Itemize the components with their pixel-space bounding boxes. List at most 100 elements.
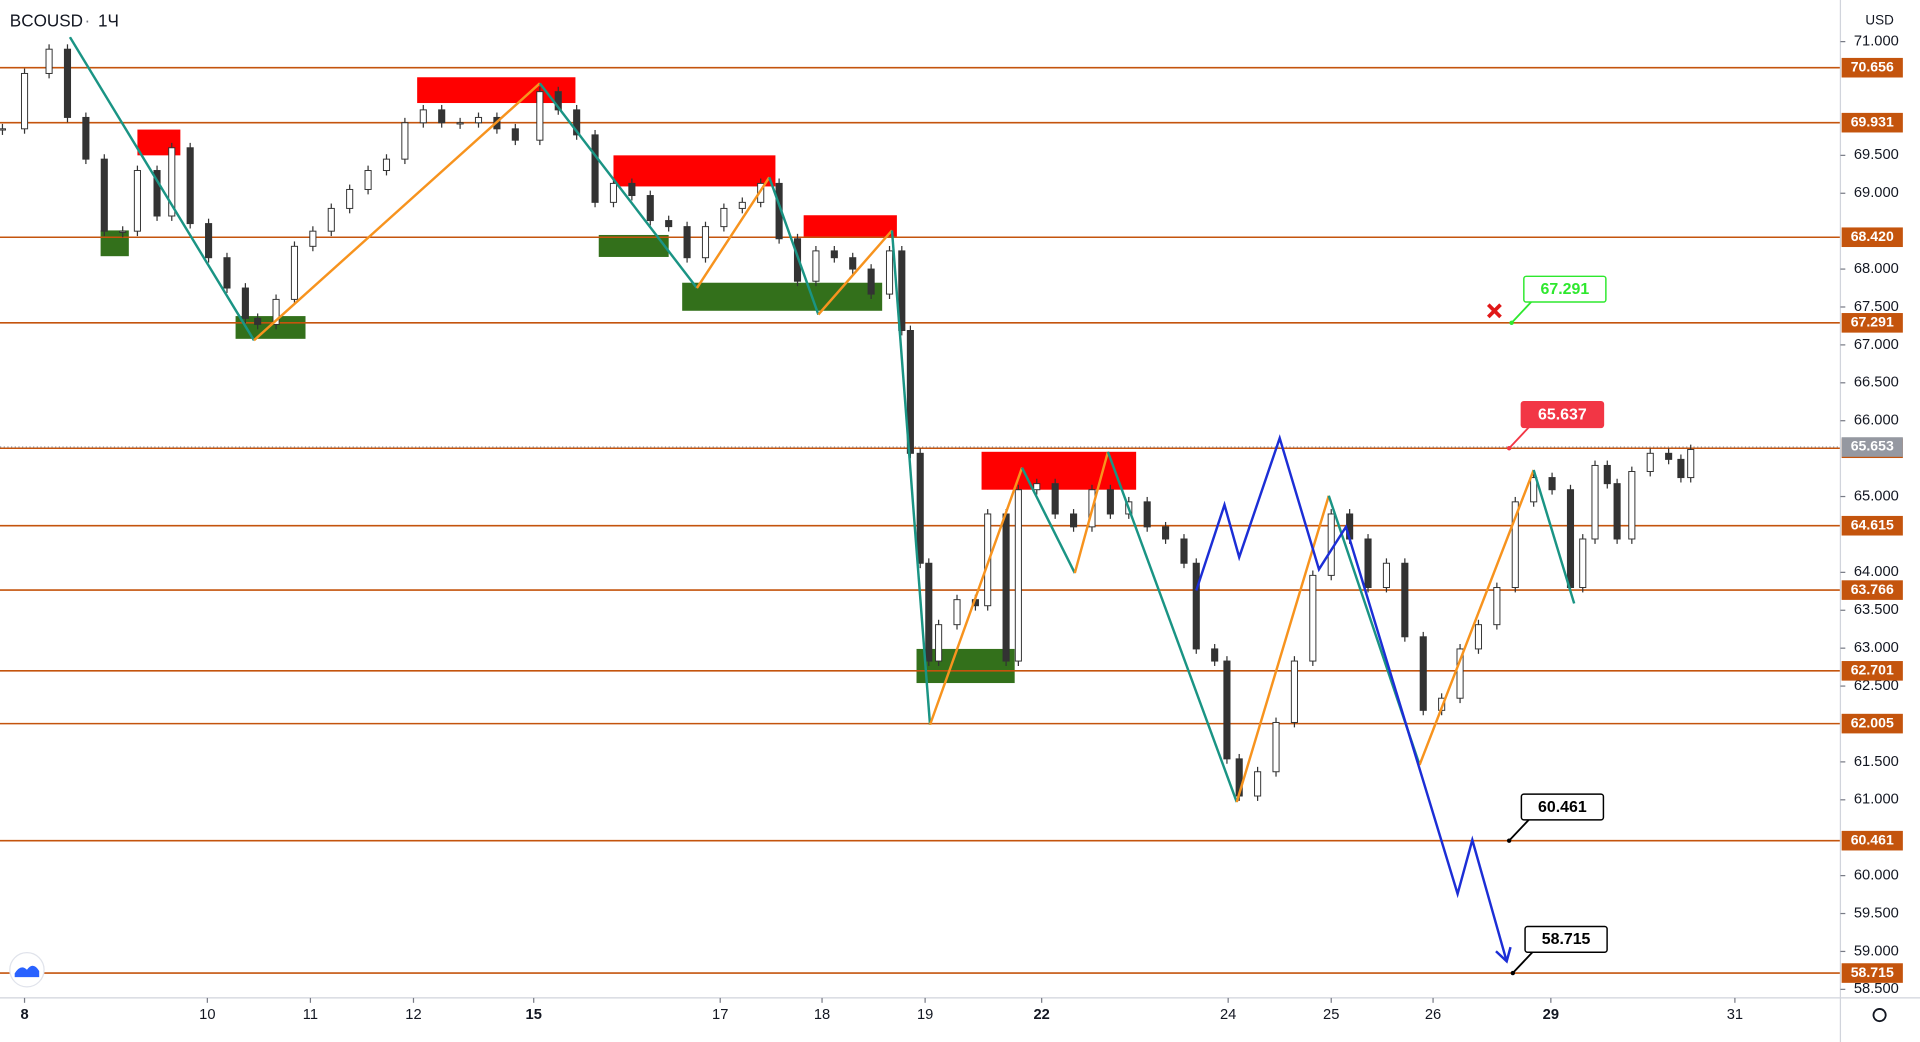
zone [803,215,897,237]
settings-icon[interactable] [1872,1008,1887,1023]
candle [573,109,581,136]
candle [738,201,746,209]
callout-box [1523,275,1607,303]
candle [346,188,354,209]
candle [953,599,961,626]
zigzag-leg [817,229,893,316]
candle [63,48,72,118]
zigzag-leg [1106,451,1238,803]
candle [1162,526,1170,540]
candle [554,91,562,111]
candle [1548,477,1556,491]
candle [812,250,820,282]
gear[interactable] [1872,1008,1887,1023]
candle [1002,513,1010,662]
candle [1014,489,1022,662]
level-label-bg [1841,313,1903,333]
candle [1364,538,1372,589]
x-tick-label: 26 [1425,1007,1441,1023]
candle [1401,562,1409,638]
callout-anchor [1506,446,1512,451]
zigzag-leg [68,36,256,341]
candle [1192,562,1200,650]
zigzag-leg [1532,469,1576,604]
callout-pointer [1510,301,1532,324]
symbol: BCOUSD [10,11,83,31]
level-label-bg [1841,580,1903,600]
level-label: 62.701 [1851,662,1894,678]
candle [223,257,231,289]
callout-label: 58.715 [1542,931,1591,948]
callout-label: 65.637 [1538,406,1587,423]
logo[interactable] [9,952,45,988]
candle [925,562,933,662]
candle [1272,721,1280,773]
zigzag-leg [1073,451,1110,574]
candle [119,230,127,233]
callout-label: 60.461 [1538,799,1587,816]
x-tick-label: 12 [405,1007,421,1023]
level-label: 68.420 [1851,228,1894,244]
y-tick-label: 69.500 [1854,147,1899,163]
y-tick-label: 66.500 [1854,375,1899,391]
callout-box [1520,400,1605,429]
candle [665,220,673,228]
candle [133,170,141,232]
candle [1646,452,1654,473]
y-tick-label: 59.500 [1854,905,1899,921]
y-tick-label: 67.000 [1854,337,1899,353]
y-tick-label: 60.000 [1854,868,1899,884]
callout-box [1524,925,1608,953]
candle [1665,452,1673,460]
projection-path [1195,434,1508,962]
candle [401,122,409,160]
zone [598,234,669,257]
x-tick-label: 11 [303,1007,318,1023]
candle [1677,458,1685,479]
candle [1456,648,1464,699]
candle [793,238,802,282]
candle [1628,471,1636,540]
zone [916,648,1015,684]
candle [1603,464,1611,485]
candle [205,223,213,259]
candle [867,268,875,295]
candle [1687,449,1695,479]
candle [309,230,317,247]
candle [885,250,894,295]
y-tick-label: 61.500 [1854,754,1899,770]
candle [327,207,335,232]
level-label-bg [1841,227,1903,248]
zone [613,155,776,187]
level-label-bg [1841,661,1903,681]
candle [720,207,728,228]
candle [0,128,7,131]
level-label-bg [1841,830,1903,851]
zone [100,230,129,257]
logo-shape[interactable] [14,965,40,978]
x-tick-label: 24 [1220,1007,1236,1023]
zone [981,451,1137,490]
candle [100,158,108,232]
candle [1613,483,1621,540]
candle [419,109,427,124]
candle [591,134,599,203]
candle [1180,538,1188,564]
zigzag-leg [1020,467,1076,574]
level-label: 69.931 [1851,113,1894,129]
current-price-bg [1841,437,1903,457]
y-tick-label: 59.000 [1854,943,1899,959]
level-label-bg [1841,57,1903,78]
currency[interactable]: USD [1865,12,1894,27]
projection-arrow [1495,946,1512,964]
candle [646,195,654,222]
y-tick-label: 63.500 [1854,602,1899,618]
y-tick-label: 61.000 [1854,792,1899,808]
candle [272,298,280,325]
y-tick-label: 63.000 [1854,640,1899,656]
x-tick-label: 22 [1033,1007,1049,1023]
candle [186,147,194,225]
zigzag-leg [928,467,1024,726]
